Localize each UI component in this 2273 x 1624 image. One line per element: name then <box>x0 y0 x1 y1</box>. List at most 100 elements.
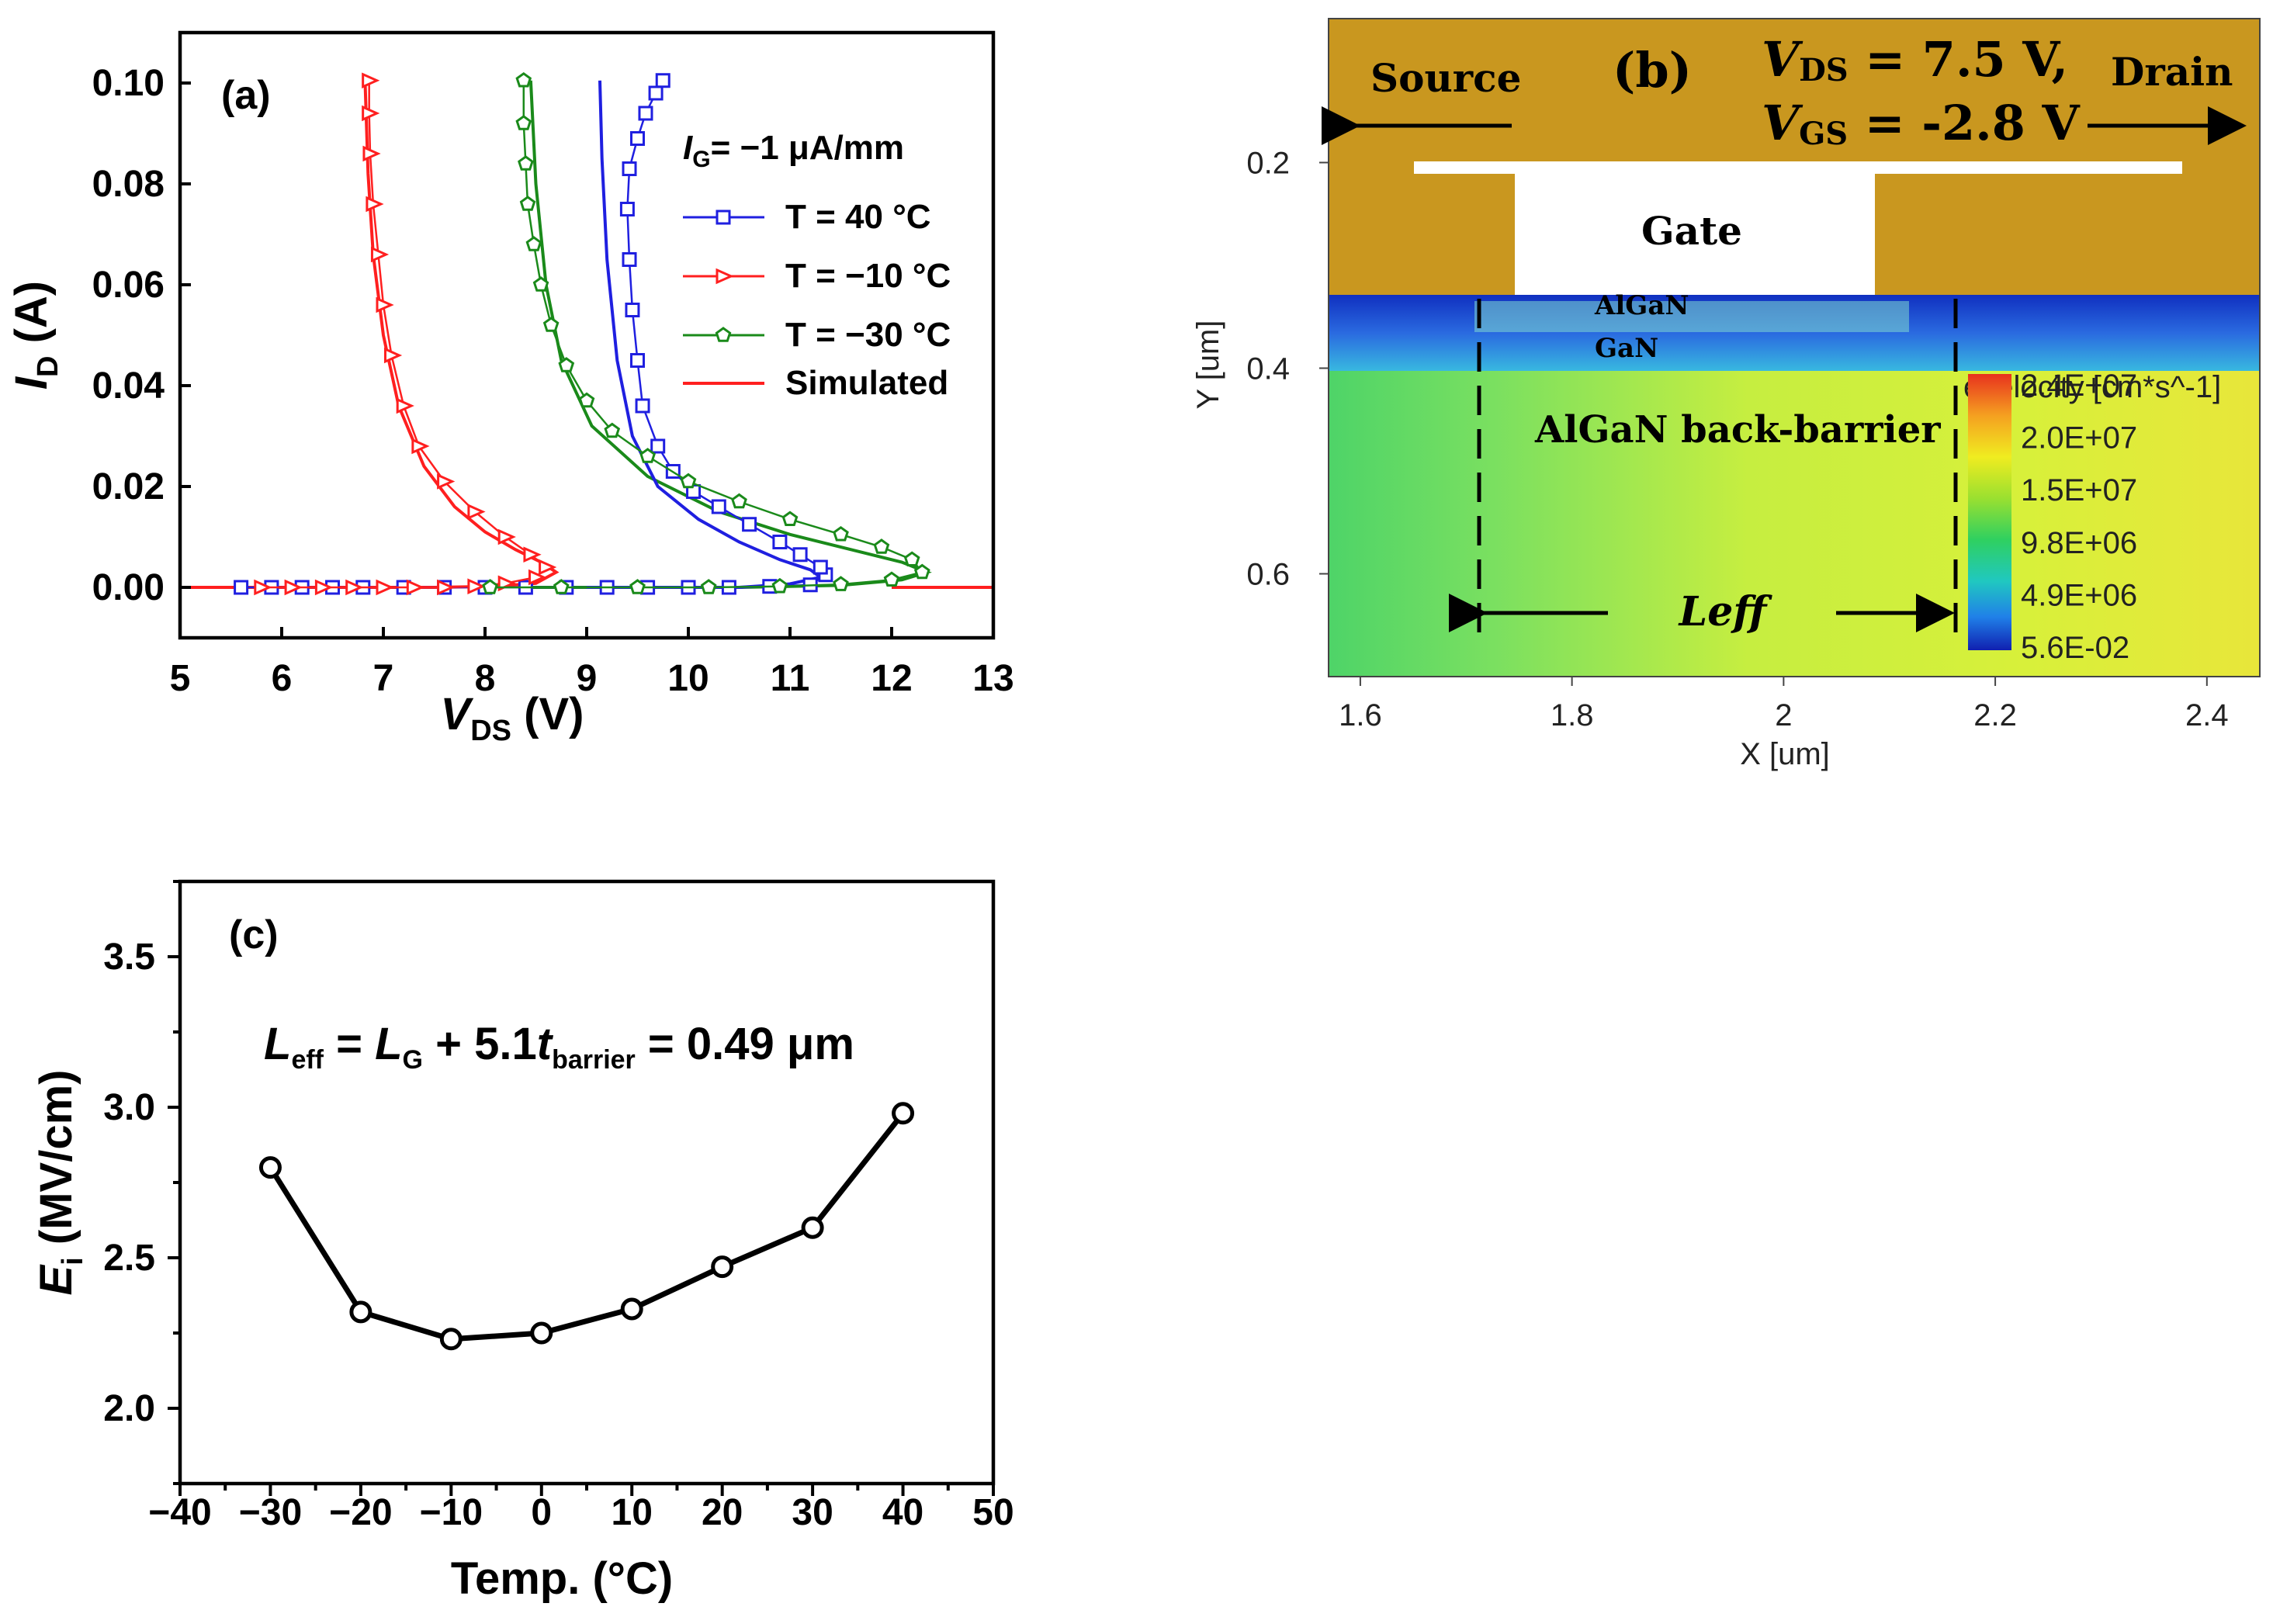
c-xtick-label-0: 0 <box>531 1492 552 1533</box>
ei-point--10 <box>439 1328 463 1351</box>
a-xtick-label-9: 9 <box>577 658 598 699</box>
legend-swatches <box>683 209 764 385</box>
panel-b-xlabel: X [um] <box>1740 737 1830 771</box>
b-ytick-label-0.6: 0.6 <box>1246 558 1290 592</box>
gan-label: GaN <box>1595 333 1658 364</box>
c-ytick-label-2.5: 2.5 <box>103 1238 155 1279</box>
c-xtick-label-40: 40 <box>882 1492 923 1533</box>
panel-a: 5 6 7 8 9 10 11 12 13 0.00 0.02 0.04 0.06 0.08 0.10 (a… <box>6 30 1014 747</box>
series-m10c-point-7 <box>467 578 486 595</box>
series-m30c-point-20 <box>525 236 542 251</box>
c-ytick-label-2.0: 2.0 <box>103 1388 155 1429</box>
b-xtick-label-1.6: 1.6 <box>1339 698 1382 732</box>
panel-a-ylabel-main: I <box>6 376 57 390</box>
series-m10c-line <box>261 80 548 589</box>
gate-label: Gate <box>1641 208 1742 254</box>
panel-a-ylabel-unit: (A) <box>6 281 57 356</box>
series-m10c-point-20 <box>366 196 384 213</box>
bias-vgs: VGS = -2.8 V <box>1762 95 2080 152</box>
series-m30c-point-0 <box>482 579 498 594</box>
panel-a-legend: IG= −1 μA/mm T = 40 °C T = −10 °C T = −3… <box>683 129 951 402</box>
panel-a-ylabel-sub: D <box>32 356 64 377</box>
series-m10c-point-5 <box>406 579 424 596</box>
b-xtick-label-2.4: 2.4 <box>2185 698 2229 732</box>
panel-b-label: (b) <box>1613 42 1692 99</box>
series-m30c-point-10 <box>833 525 849 542</box>
panel-a-label: (a) <box>221 73 271 118</box>
series-m10c-point-10 <box>539 559 557 576</box>
ei-point-30 <box>801 1216 824 1239</box>
series-m10c-point-22 <box>362 105 380 122</box>
a-xtick-label-6: 6 <box>272 658 293 699</box>
bias-vds: VDS = 7.5 V, <box>1762 31 2068 88</box>
c-ytick-label-3.5: 3.5 <box>103 937 155 978</box>
b-xtick-label-2.2: 2.2 <box>1973 698 2017 732</box>
backbarrier-label: AlGaN back-barrier <box>1534 408 1941 452</box>
algan-label: AlGaN <box>1594 290 1689 321</box>
b-xtick-label-2: 2 <box>1775 698 1792 732</box>
series-m30c-point-23 <box>515 115 532 130</box>
panel-b: Source Drain (b) VDS = 7.5 V, VGS = -2.8… <box>1191 18 2261 771</box>
panel-c-annotation: Leff = LG + 5.1tbarrier = 0.49 μm <box>264 1019 854 1075</box>
series-m30c-point-12 <box>731 493 747 509</box>
series-40c-point-26 <box>630 353 645 368</box>
a-ytick-label-0.08: 0.08 <box>92 164 165 205</box>
series-m30c-point-18 <box>542 317 560 332</box>
series-40c-point-27 <box>625 303 640 317</box>
a-ytick-label-0.06: 0.06 <box>92 265 165 306</box>
panel-a-xlabel-unit: (V) <box>511 689 584 739</box>
panel-b-channel-highlight <box>1474 301 1909 332</box>
leff-label: Leff <box>1678 588 1773 635</box>
legend-title-main: I <box>683 129 693 167</box>
series-40c-point-21 <box>711 499 726 514</box>
colorbar-tick-0: 2.4E+07 <box>2021 369 2137 403</box>
panel-c-ticks: −40 −30 −20 −10 0 10 20 30 40 50 2.0 2.5 3.0 3.5 <box>103 880 1014 1533</box>
legend-entry-simulated: Simulated <box>785 364 948 402</box>
series-m30c-point-24 <box>515 71 532 88</box>
series-40c-point-24 <box>650 438 666 454</box>
series-m10c-point-11 <box>523 546 542 563</box>
series-40c-point-20 <box>742 517 757 532</box>
series-m10c-point-3 <box>345 579 364 596</box>
a-ytick-label-0.02: 0.02 <box>92 466 165 507</box>
panel-b-frame <box>1328 18 2261 677</box>
series-m30c-point-15 <box>604 422 621 438</box>
gate-electrode <box>1515 172 1875 295</box>
series-m10c-point-9 <box>528 569 547 586</box>
gate-field-plate <box>1414 161 2182 174</box>
series-m10c-point-6 <box>437 579 456 596</box>
series-m10c-point-13 <box>467 504 486 520</box>
series-40c-point-29 <box>619 202 635 216</box>
simulated-curve-2 <box>587 80 825 589</box>
series-m30c-point-8 <box>903 551 920 566</box>
panel-b-ylabel: Y [um] <box>1191 320 1225 410</box>
a-xtick-label-10: 10 <box>667 658 709 699</box>
series-m30c-point-22 <box>518 155 534 171</box>
c-ytick-label-3.0: 3.0 <box>103 1087 155 1128</box>
ei-line <box>268 1111 906 1342</box>
c-xtick-label-30: 30 <box>792 1492 833 1533</box>
series-40c-point-17 <box>813 559 828 575</box>
series-m30c-point-2 <box>629 579 646 594</box>
series-m30c-point-6 <box>883 571 900 587</box>
c-xtick-label--20: −20 <box>329 1492 392 1533</box>
series-m30c-point-7 <box>913 563 930 580</box>
series-40c-point-32 <box>638 106 653 121</box>
series-40c-point-0 <box>234 580 249 595</box>
b-ytick-label-0.4: 0.4 <box>1246 352 1290 386</box>
panel-a-ticks: 5 6 7 8 9 10 11 12 13 0.00 0.02 0.04 0.06 0.08 0.10 <box>92 63 1014 699</box>
a-ytick-label-0.04: 0.04 <box>92 365 165 407</box>
panel-c-xlabel: Temp. (°C) <box>451 1553 673 1604</box>
panel-a-xlabel-main: V <box>441 689 474 739</box>
series-m30c-point-9 <box>873 538 890 554</box>
ei-point-20 <box>711 1255 734 1279</box>
a-ytick-label-0.00: 0.00 <box>92 567 165 608</box>
series-m10c-point-16 <box>396 397 414 414</box>
c-xtick-label-20: 20 <box>702 1492 743 1533</box>
series-40c-point-31 <box>630 131 645 146</box>
c-xtick-label--10: −10 <box>420 1492 483 1533</box>
series-m10c-point-17 <box>383 347 403 364</box>
series-m10c-point-23 <box>362 72 380 89</box>
ei-point--30 <box>258 1156 282 1179</box>
series-m30c-point-11 <box>781 511 799 526</box>
